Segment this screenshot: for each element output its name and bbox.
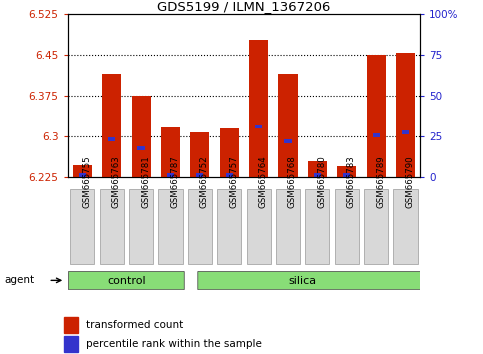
FancyBboxPatch shape	[198, 272, 421, 290]
Bar	[73, 165, 92, 177]
Bar	[64, 336, 78, 352]
Bar	[196, 173, 203, 177]
Text: GSM665764: GSM665764	[258, 155, 268, 208]
Bar	[167, 173, 174, 177]
FancyBboxPatch shape	[394, 189, 418, 264]
Text: GSM665752: GSM665752	[200, 155, 209, 208]
Bar	[255, 125, 262, 129]
Bar	[138, 146, 145, 150]
Text: GSM665763: GSM665763	[112, 155, 121, 208]
Text: GSM665757: GSM665757	[229, 155, 238, 208]
Text: control: control	[107, 275, 146, 286]
Text: GSM665783: GSM665783	[347, 155, 356, 208]
Title: GDS5199 / ILMN_1367206: GDS5199 / ILMN_1367206	[157, 0, 330, 13]
Bar	[343, 173, 350, 177]
Bar	[278, 74, 298, 177]
Text: GSM665790: GSM665790	[406, 155, 414, 208]
Bar	[396, 53, 415, 177]
Bar	[314, 173, 321, 177]
Text: percentile rank within the sample: percentile rank within the sample	[85, 339, 261, 349]
Bar	[226, 173, 233, 177]
FancyBboxPatch shape	[364, 189, 388, 264]
FancyBboxPatch shape	[70, 189, 94, 264]
Bar	[372, 133, 380, 137]
Text: GSM665768: GSM665768	[288, 155, 297, 208]
Text: silica: silica	[289, 275, 317, 286]
FancyBboxPatch shape	[188, 189, 212, 264]
Bar	[308, 161, 327, 177]
Bar	[220, 128, 239, 177]
Bar	[190, 132, 210, 177]
FancyBboxPatch shape	[69, 272, 185, 290]
FancyBboxPatch shape	[129, 189, 153, 264]
FancyBboxPatch shape	[99, 189, 124, 264]
Bar	[161, 126, 180, 177]
Bar	[284, 139, 292, 143]
Bar	[64, 317, 78, 333]
Bar	[108, 137, 115, 141]
Bar	[249, 40, 268, 177]
Bar	[102, 74, 121, 177]
FancyBboxPatch shape	[276, 189, 300, 264]
Text: agent: agent	[5, 275, 35, 285]
FancyBboxPatch shape	[217, 189, 242, 264]
Text: GSM665780: GSM665780	[317, 155, 327, 208]
Bar	[367, 56, 386, 177]
FancyBboxPatch shape	[335, 189, 359, 264]
FancyBboxPatch shape	[158, 189, 183, 264]
FancyBboxPatch shape	[246, 189, 270, 264]
Bar	[337, 166, 356, 177]
Text: GSM665787: GSM665787	[170, 155, 180, 208]
Bar	[131, 96, 151, 177]
Text: transformed count: transformed count	[85, 320, 183, 330]
Text: GSM665789: GSM665789	[376, 155, 385, 208]
Bar	[402, 130, 409, 134]
Text: GSM665781: GSM665781	[141, 155, 150, 208]
Text: GSM665755: GSM665755	[82, 155, 91, 208]
FancyBboxPatch shape	[305, 189, 329, 264]
Bar	[79, 173, 86, 177]
